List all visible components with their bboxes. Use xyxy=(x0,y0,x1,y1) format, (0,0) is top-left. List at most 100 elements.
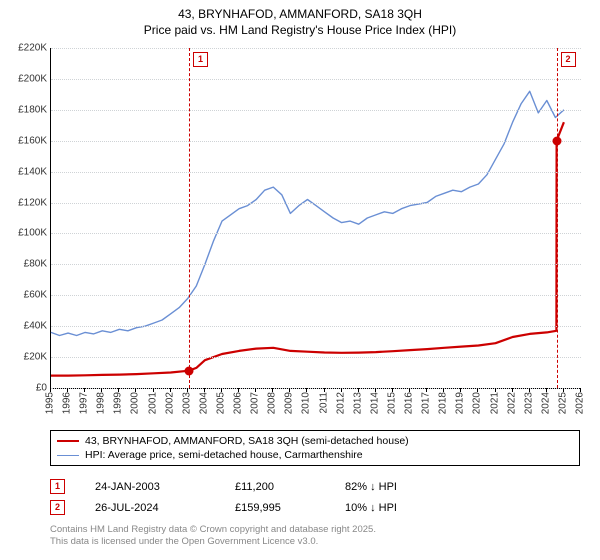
y-tick-label: £220K xyxy=(18,43,51,54)
x-tick xyxy=(358,388,359,392)
x-tick-label: 2020 xyxy=(472,392,483,414)
x-tick-label: 2024 xyxy=(540,392,551,414)
x-tick xyxy=(135,388,136,392)
x-tick xyxy=(272,388,273,392)
event-dot-2 xyxy=(552,136,561,145)
gridline xyxy=(51,79,581,80)
x-tick xyxy=(529,388,530,392)
sale-marker-1: 1 xyxy=(50,479,65,494)
x-tick-label: 2007 xyxy=(250,392,261,414)
gridline xyxy=(51,141,581,142)
x-tick xyxy=(512,388,513,392)
x-tick-label: 1998 xyxy=(96,392,107,414)
x-tick-label: 1995 xyxy=(45,392,56,414)
legend-label-hpi: HPI: Average price, semi-detached house,… xyxy=(85,449,363,461)
gridline xyxy=(51,357,581,358)
title-line1: 43, BRYNHAFOD, AMMANFORD, SA18 3QH xyxy=(0,6,600,22)
x-tick-label: 2018 xyxy=(438,392,449,414)
x-tick xyxy=(170,388,171,392)
x-tick xyxy=(187,388,188,392)
gridline xyxy=(51,172,581,173)
x-tick-label: 2016 xyxy=(404,392,415,414)
sales-table: 1 24-JAN-2003 £11,200 82% ↓ HPI 2 26-JUL… xyxy=(50,476,580,518)
title-line2: Price paid vs. HM Land Registry's House … xyxy=(0,22,600,38)
sale-delta-1: 82% ↓ HPI xyxy=(345,481,445,493)
x-tick xyxy=(324,388,325,392)
gridline xyxy=(51,388,581,389)
legend-item-hpi: HPI: Average price, semi-detached house,… xyxy=(57,448,573,462)
x-tick-label: 2001 xyxy=(147,392,158,414)
x-tick-label: 2013 xyxy=(352,392,363,414)
x-tick-label: 2017 xyxy=(421,392,432,414)
legend-label-price: 43, BRYNHAFOD, AMMANFORD, SA18 3QH (semi… xyxy=(85,435,409,447)
x-tick-label: 2015 xyxy=(386,392,397,414)
y-tick-label: £140K xyxy=(18,166,51,177)
x-tick xyxy=(221,388,222,392)
gridline xyxy=(51,203,581,204)
y-tick-label: £200K xyxy=(18,73,51,84)
gridline xyxy=(51,233,581,234)
plot-region: £0£20K£40K£60K£80K£100K£120K£140K£160K£1… xyxy=(50,48,581,389)
sale-delta-2: 10% ↓ HPI xyxy=(345,502,445,514)
x-tick xyxy=(460,388,461,392)
y-tick-label: £80K xyxy=(24,259,51,270)
x-tick xyxy=(563,388,564,392)
x-tick-label: 1997 xyxy=(79,392,90,414)
legend-swatch-price xyxy=(57,440,79,442)
x-tick-label: 2010 xyxy=(301,392,312,414)
x-tick-label: 2009 xyxy=(284,392,295,414)
gridline xyxy=(51,326,581,327)
y-tick-label: £60K xyxy=(24,290,51,301)
legend: 43, BRYNHAFOD, AMMANFORD, SA18 3QH (semi… xyxy=(50,430,580,466)
y-tick-label: £40K xyxy=(24,321,51,332)
x-tick xyxy=(238,388,239,392)
x-tick-label: 1999 xyxy=(113,392,124,414)
series-hpi xyxy=(51,91,564,335)
gridline xyxy=(51,264,581,265)
x-tick xyxy=(306,388,307,392)
y-tick-label: £160K xyxy=(18,135,51,146)
y-tick-label: £100K xyxy=(18,228,51,239)
x-tick xyxy=(118,388,119,392)
sale-price-1: £11,200 xyxy=(235,481,315,493)
attribution-footer: Contains HM Land Registry data © Crown c… xyxy=(50,524,376,549)
event-line-1 xyxy=(189,48,190,388)
x-tick-label: 2011 xyxy=(318,392,329,414)
legend-item-price: 43, BRYNHAFOD, AMMANFORD, SA18 3QH (semi… xyxy=(57,434,573,448)
y-tick-label: £180K xyxy=(18,104,51,115)
sale-price-2: £159,995 xyxy=(235,502,315,514)
legend-swatch-hpi xyxy=(57,455,79,456)
x-tick-label: 2012 xyxy=(335,392,346,414)
sale-row-2: 2 26-JUL-2024 £159,995 10% ↓ HPI xyxy=(50,497,580,518)
x-tick xyxy=(255,388,256,392)
x-tick-label: 2019 xyxy=(455,392,466,414)
x-tick xyxy=(84,388,85,392)
gridline xyxy=(51,110,581,111)
chart-container: 43, BRYNHAFOD, AMMANFORD, SA18 3QH Price… xyxy=(0,0,600,560)
x-tick xyxy=(443,388,444,392)
sale-date-2: 26-JUL-2024 xyxy=(95,502,205,514)
gridline xyxy=(51,295,581,296)
x-tick-label: 2008 xyxy=(267,392,278,414)
sale-row-1: 1 24-JAN-2003 £11,200 82% ↓ HPI xyxy=(50,476,580,497)
gridline xyxy=(51,48,581,49)
y-tick-label: £20K xyxy=(24,352,51,363)
x-tick xyxy=(392,388,393,392)
x-tick xyxy=(477,388,478,392)
x-tick-label: 2000 xyxy=(130,392,141,414)
footer-line2: This data is licensed under the Open Gov… xyxy=(50,536,376,548)
x-tick-label: 2023 xyxy=(523,392,534,414)
x-tick-label: 2002 xyxy=(164,392,175,414)
x-tick-label: 2014 xyxy=(369,392,380,414)
x-tick xyxy=(375,388,376,392)
x-tick-label: 2026 xyxy=(575,392,586,414)
title-block: 43, BRYNHAFOD, AMMANFORD, SA18 3QH Price… xyxy=(0,0,600,38)
x-tick-label: 2021 xyxy=(489,392,500,414)
x-tick-label: 2022 xyxy=(506,392,517,414)
x-tick xyxy=(495,388,496,392)
x-tick xyxy=(580,388,581,392)
event-dot-1 xyxy=(184,366,193,375)
x-tick xyxy=(204,388,205,392)
x-tick xyxy=(101,388,102,392)
y-tick-label: £120K xyxy=(18,197,51,208)
